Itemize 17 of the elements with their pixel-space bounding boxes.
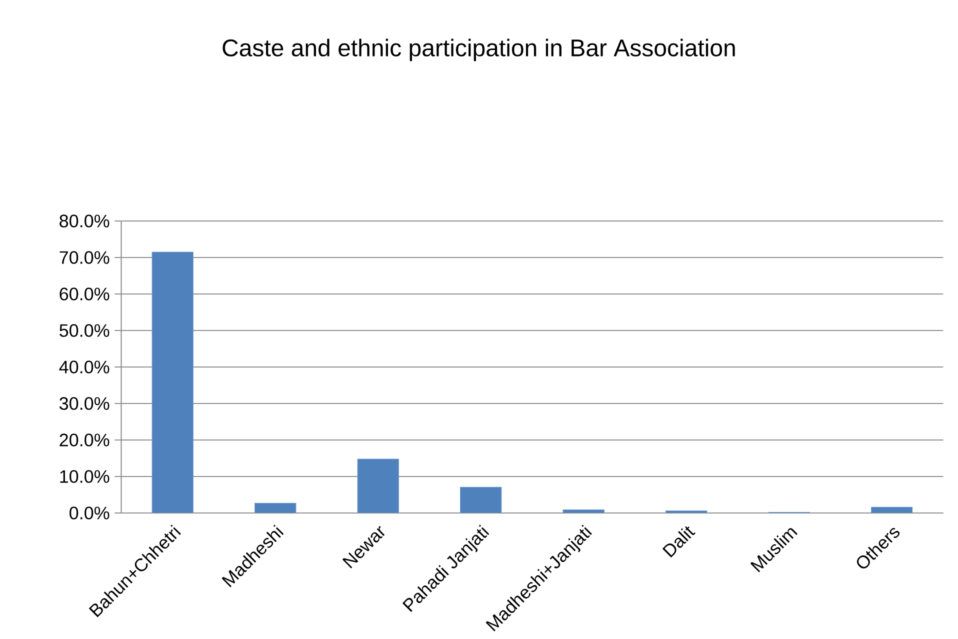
y-tick-label: 0.0%	[70, 506, 110, 520]
bar	[254, 502, 296, 514]
bar	[152, 252, 194, 514]
bar	[357, 458, 399, 514]
y-tick-label: 30.0%	[60, 397, 110, 410]
bar	[871, 506, 913, 514]
bar	[460, 486, 502, 514]
y-tick-label: 50.0%	[60, 324, 110, 337]
bar	[666, 510, 708, 514]
y-tick-label: 20.0%	[60, 434, 110, 446]
chart-title: Caste and ethnic participation in Bar Association	[222, 38, 735, 62]
y-tick-label: 60.0%	[60, 288, 110, 300]
bar	[562, 510, 604, 514]
y-tick-label: 40.0%	[59, 360, 110, 374]
y-tick-label: 80.0%	[60, 214, 110, 228]
y-tick-label: 10.0%	[60, 470, 110, 483]
y-tick-label: 70.0%	[60, 251, 110, 264]
